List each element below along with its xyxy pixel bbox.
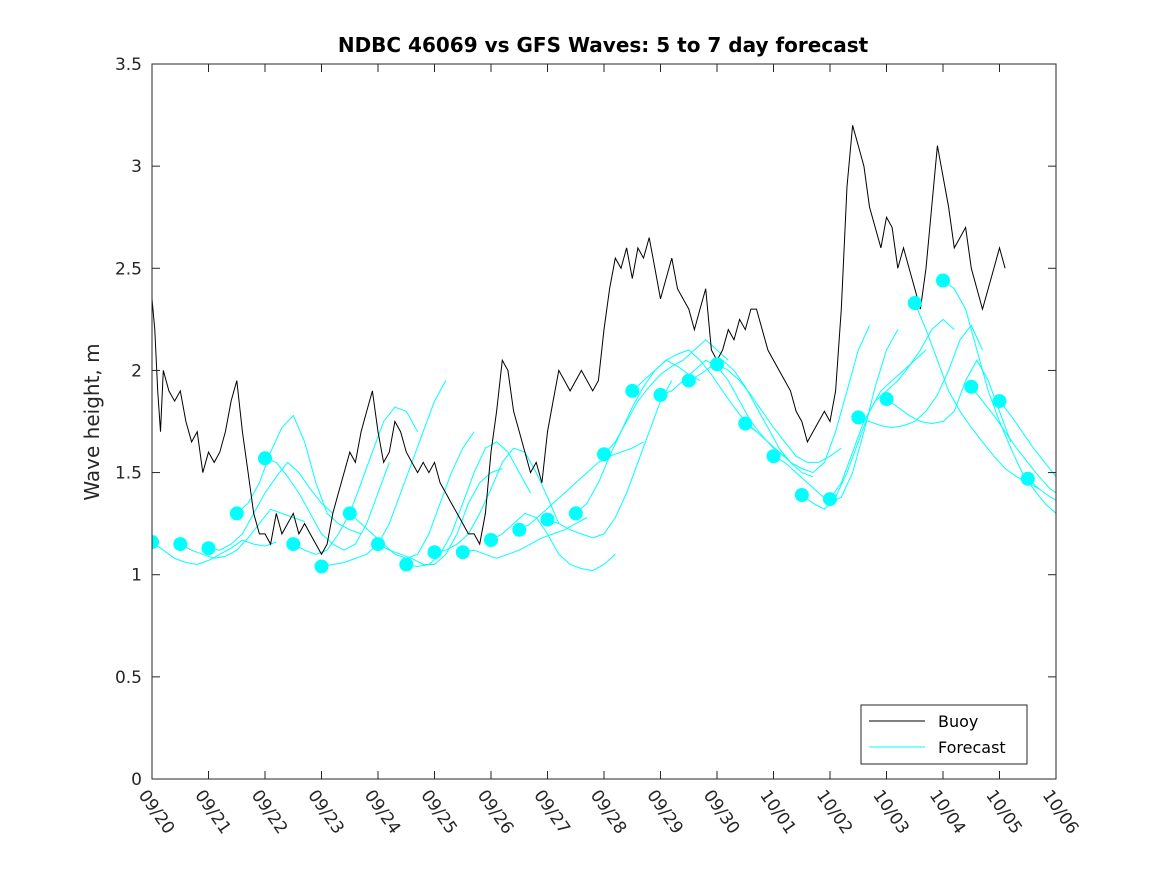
buoy-line bbox=[152, 125, 1006, 556]
forecast-point bbox=[710, 357, 724, 372]
plot-area bbox=[152, 125, 1056, 574]
forecast-point bbox=[964, 379, 979, 394]
forecast-point bbox=[540, 512, 555, 527]
forecast-point bbox=[286, 537, 301, 552]
y-tick-label: 0.5 bbox=[115, 668, 142, 688]
forecast-point bbox=[794, 488, 809, 502]
forecast-run-line bbox=[914, 302, 1040, 490]
y-tick-label: 1.5 bbox=[115, 464, 142, 484]
forecast-run-line bbox=[688, 359, 814, 478]
forecast-point bbox=[201, 541, 216, 556]
forecast-point bbox=[399, 557, 414, 572]
forecast-run-line bbox=[603, 339, 729, 455]
forecast-run-line bbox=[631, 349, 757, 433]
y-tick-label: 3 bbox=[131, 157, 142, 177]
forecast-run-line bbox=[970, 386, 1056, 494]
y-axis: 0 0.5 1 1.5 2 2.5 3 3.5 bbox=[115, 55, 1056, 790]
forecast-run-line bbox=[858, 324, 983, 429]
forecast-point bbox=[851, 410, 866, 425]
forecast-point bbox=[653, 387, 668, 402]
legend-box bbox=[860, 704, 1028, 765]
forecast-point bbox=[625, 383, 640, 398]
forecast-point bbox=[173, 537, 188, 552]
forecast-run-line bbox=[547, 380, 673, 539]
forecast-point bbox=[455, 545, 470, 560]
forecast-run-line bbox=[490, 512, 616, 572]
forecast-point bbox=[484, 533, 498, 547]
forecast-point bbox=[936, 273, 950, 288]
forecast-point bbox=[879, 392, 894, 406]
forecast-run-line bbox=[519, 441, 644, 531]
forecast-run-line bbox=[575, 359, 701, 514]
forecast-point bbox=[371, 537, 385, 552]
forecast-run-line bbox=[745, 325, 870, 474]
forecast-point bbox=[152, 535, 159, 549]
forecast-run-line bbox=[152, 539, 277, 566]
forecast-run-line bbox=[942, 280, 1056, 514]
forecast-point bbox=[597, 447, 611, 462]
forecast-run-line bbox=[462, 517, 588, 559]
forecast-point bbox=[738, 416, 753, 431]
forecast-run-line bbox=[349, 431, 475, 559]
forecast-run-line bbox=[264, 457, 390, 551]
forecast-run-line bbox=[999, 400, 1056, 478]
forecast-point bbox=[229, 506, 244, 521]
forecast-run-line bbox=[208, 461, 334, 551]
y-tick-label: 2.5 bbox=[115, 259, 142, 279]
forecast-run-line bbox=[829, 318, 955, 500]
forecast-run-line bbox=[406, 441, 531, 568]
forecast-run-line bbox=[321, 380, 447, 567]
forecast-run-line bbox=[716, 363, 842, 463]
forecast-run-line bbox=[377, 468, 503, 565]
forecast-run-line bbox=[801, 349, 927, 510]
forecast-point bbox=[427, 545, 442, 560]
forecast-point bbox=[681, 373, 696, 388]
forecast-run-line bbox=[293, 406, 419, 555]
y-tick-label: 0 bbox=[131, 770, 142, 790]
forecast-point bbox=[1020, 471, 1035, 486]
chart-title: NDBC 46069 vs GFS Waves: 5 to 7 day fore… bbox=[338, 33, 869, 57]
forecast-run-line bbox=[434, 447, 560, 553]
y-axis-label: Wave height, m bbox=[80, 343, 104, 500]
y-tick-label: 2 bbox=[131, 361, 142, 381]
forecast-point bbox=[314, 559, 329, 574]
y-tick-label: 3.5 bbox=[115, 55, 142, 75]
forecast-point bbox=[992, 394, 1007, 409]
legend-forecast-label: Forecast bbox=[938, 738, 1006, 757]
forecast-run-line bbox=[236, 414, 362, 535]
forecast-run-line bbox=[886, 359, 1012, 443]
forecast-run-line bbox=[1027, 478, 1056, 501]
forecast-point bbox=[512, 522, 527, 537]
forecast-point bbox=[342, 506, 357, 521]
legend: Buoy Forecast bbox=[860, 704, 1028, 765]
forecast-run-line bbox=[180, 508, 305, 559]
forecast-point bbox=[258, 451, 272, 466]
forecast-point bbox=[766, 449, 781, 464]
y-tick-label: 1 bbox=[131, 566, 142, 586]
forecast-point bbox=[568, 506, 583, 521]
forecast-point bbox=[823, 492, 837, 507]
legend-buoy-label: Buoy bbox=[938, 712, 978, 731]
forecast-point bbox=[907, 296, 922, 310]
